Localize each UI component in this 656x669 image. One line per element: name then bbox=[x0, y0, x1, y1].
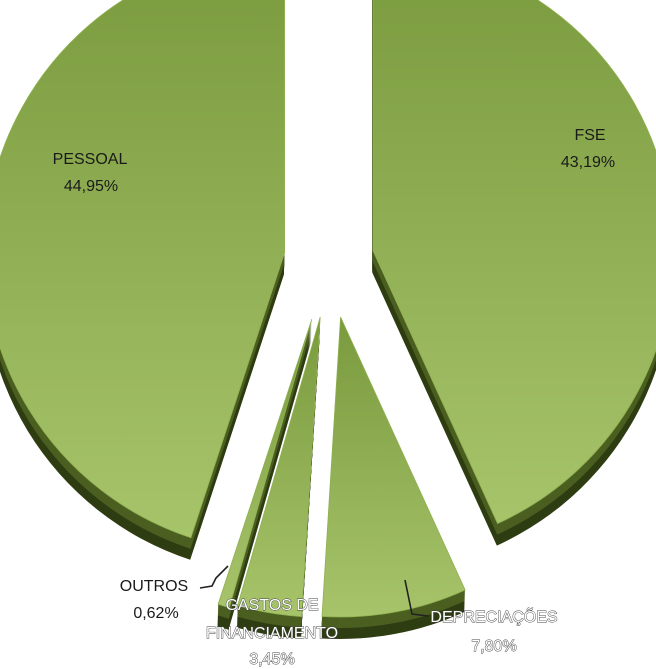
slice-value-fse: 43,19% bbox=[561, 154, 615, 171]
pie-slice-outros bbox=[217, 319, 313, 609]
slice-label-pessoal: PESSOAL bbox=[53, 151, 128, 168]
leader-lines bbox=[199, 565, 429, 617]
slice-value-depreciacoes: 7,80% bbox=[471, 638, 516, 655]
pie-slice-gastos-de-financiamento bbox=[237, 317, 321, 618]
pie-slice-depreciacoes bbox=[321, 316, 466, 618]
leader-line-depreciacoes bbox=[404, 579, 429, 617]
leader-line-outros bbox=[199, 565, 229, 589]
slice-label-fse: FSE bbox=[574, 127, 605, 144]
pie-slice-fse bbox=[372, 0, 656, 525]
slice-value-gastos: 3,45% bbox=[249, 651, 294, 668]
pie-slice-pessoal bbox=[0, 0, 285, 539]
slice-top-layer bbox=[0, 0, 656, 618]
slice-label-depreciacoes: DEPRECIAÇÕES bbox=[430, 606, 557, 626]
slice-value-pessoal: 44,95% bbox=[64, 178, 118, 195]
slice-label-outros: OUTROS bbox=[120, 578, 188, 595]
slice-value-outros: 0,62% bbox=[133, 605, 178, 622]
slice-label-gastos-line2: FINANCIAMENTO bbox=[206, 625, 338, 642]
slice-labels: FSE 43,19% PESSOAL 44,95% DEPRECIAÇÕES 7… bbox=[53, 127, 615, 668]
slice-label-gastos-line1: GASTOS DE bbox=[225, 597, 318, 614]
